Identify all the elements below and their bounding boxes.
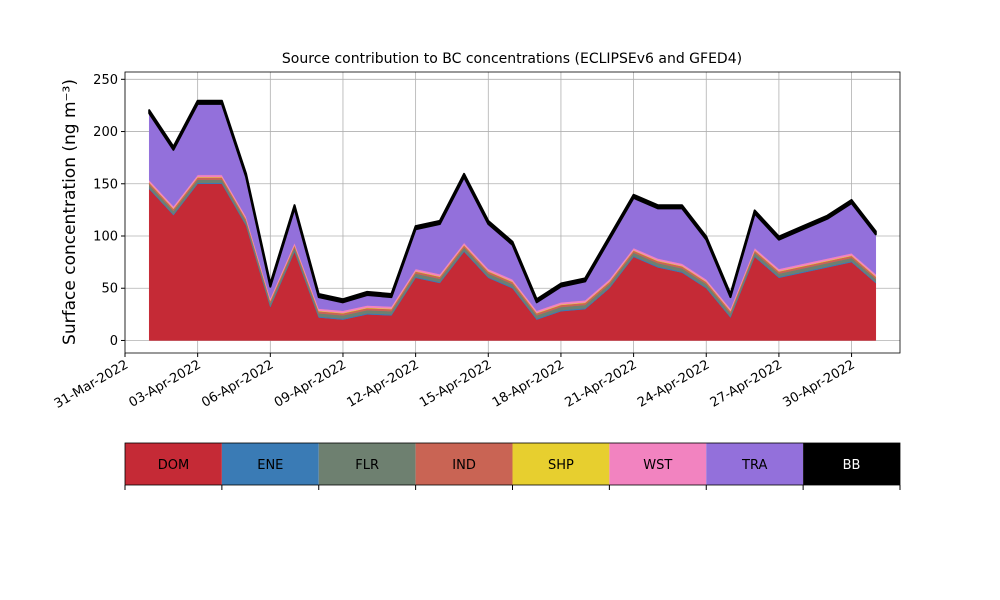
y-tick-label: 100 (93, 230, 118, 245)
x-tick-label: 27-Apr-2022 (708, 357, 785, 410)
y-axis-label: Surface concentration (ng m⁻³) (60, 79, 80, 345)
legend-swatch (706, 443, 804, 485)
legend-swatch (415, 443, 513, 485)
x-tick-label: 18-Apr-2022 (490, 357, 567, 410)
y-tick-label: 150 (93, 177, 118, 192)
area (148, 99, 877, 304)
legend-label: SHP (548, 458, 574, 473)
legend-label: BB (843, 458, 861, 473)
x-tick-label: 21-Apr-2022 (562, 357, 639, 410)
y-tick-label: 200 (93, 125, 118, 140)
x-tick-label: 31-Mar-2022 (52, 357, 131, 411)
legend-label: WST (643, 458, 672, 473)
legend-swatch (125, 443, 222, 485)
x-tick-label: 03-Apr-2022 (127, 357, 204, 410)
legend-label: FLR (355, 458, 379, 473)
plot-frame (124, 71, 901, 354)
x-tick-label: 30-Apr-2022 (780, 357, 857, 410)
x-tick-label: 09-Apr-2022 (272, 357, 349, 410)
y-tick-label: 250 (93, 73, 118, 88)
chart-title: Source contribution to BC concentrations… (282, 51, 742, 67)
legend-swatch (221, 443, 319, 485)
legend-swatch (512, 443, 610, 485)
y-tick-label: 0 (110, 334, 118, 349)
legend-label: IND (452, 458, 476, 473)
x-tick-label: 06-Apr-2022 (199, 357, 276, 410)
legend-swatch (318, 443, 416, 485)
legend-label: DOM (158, 458, 189, 473)
legend-label: TRA (741, 458, 767, 473)
y-tick-label: 50 (101, 282, 118, 297)
legend-swatch (609, 443, 707, 485)
x-tick-label: 12-Apr-2022 (345, 357, 422, 410)
legend-swatch (803, 443, 900, 485)
legend-frame (124, 442, 901, 486)
legend-label: ENE (257, 458, 283, 473)
x-tick-label: 24-Apr-2022 (635, 357, 712, 410)
x-tick-label: 15-Apr-2022 (417, 357, 494, 410)
